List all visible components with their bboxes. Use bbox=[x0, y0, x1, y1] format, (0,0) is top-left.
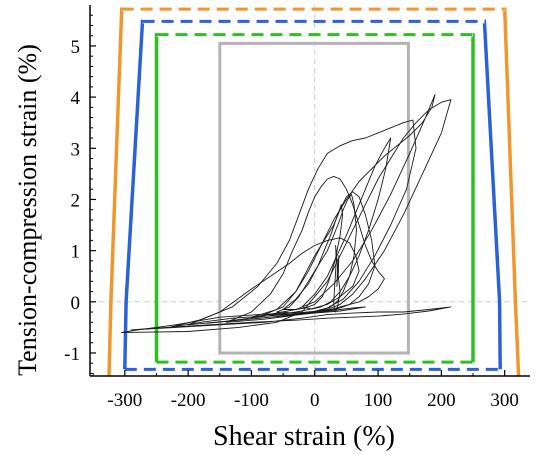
y-tick-label: 0 bbox=[71, 293, 81, 314]
y-tick-label: 1 bbox=[71, 242, 81, 263]
hysteresis-loop-2 bbox=[168, 119, 417, 328]
y-axis-label: Tension-compression strain (%) bbox=[13, 44, 42, 376]
x-axis-label: Shear strain (%) bbox=[213, 421, 395, 452]
x-tick-label: 200 bbox=[427, 390, 456, 411]
hysteresis-loop-12 bbox=[206, 306, 366, 324]
y-tick-label: 3 bbox=[71, 139, 81, 160]
x-tick-label: 100 bbox=[364, 390, 393, 411]
y-tick-labels: -1 0 1 2 3 4 5 bbox=[64, 37, 80, 365]
x-tick-label: -300 bbox=[107, 390, 142, 411]
y-tick-label: -1 bbox=[64, 344, 80, 365]
y-tick-label: 2 bbox=[71, 190, 81, 211]
x-tick-label: 300 bbox=[490, 390, 519, 411]
hysteresis-loop-11 bbox=[130, 306, 452, 331]
envelope-orange-outline bbox=[107, 7, 521, 377]
hysteresis-loop-5 bbox=[263, 191, 376, 316]
hysteresis-loop-4 bbox=[225, 175, 385, 323]
y-tick-label: 4 bbox=[71, 88, 81, 109]
x-tick-labels: -300 -200 -100 0 100 200 300 bbox=[107, 390, 519, 411]
hysteresis-loop-9 bbox=[333, 245, 341, 313]
x-tick-label: -100 bbox=[234, 390, 269, 411]
axes bbox=[89, 5, 530, 377]
hysteresis-loop-10 bbox=[301, 137, 392, 310]
hysteresis-loop-1 bbox=[121, 99, 452, 333]
envelope-gray-outline bbox=[218, 41, 410, 355]
failure-envelopes bbox=[107, 7, 521, 377]
hysteresis-loop-8 bbox=[282, 204, 344, 310]
x-tick-label: -200 bbox=[171, 390, 206, 411]
y-tick-label: 5 bbox=[71, 37, 81, 58]
hysteresis-loop-7 bbox=[187, 237, 360, 326]
x-tick-label: 0 bbox=[310, 390, 320, 411]
hysteresis-curves bbox=[121, 94, 452, 333]
